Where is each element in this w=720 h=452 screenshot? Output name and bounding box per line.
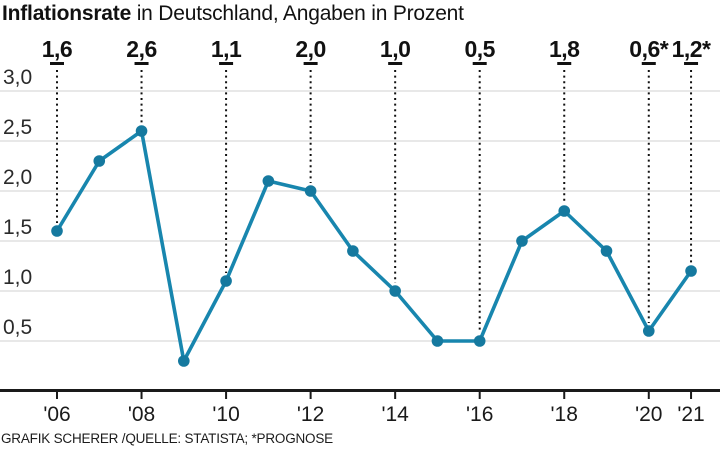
x-axis-tick bbox=[690, 392, 693, 399]
annotation-value-label: 2,6 bbox=[126, 36, 156, 62]
annotation-value-label: 0,5 bbox=[464, 36, 495, 62]
data-point-marker bbox=[304, 185, 317, 197]
y-axis-label: 0,5 bbox=[3, 316, 32, 339]
chart-title-subtext: in Deutschland, Angaben in Prozent bbox=[131, 2, 464, 25]
x-axis-tick bbox=[394, 392, 397, 399]
annotation-dash bbox=[684, 62, 699, 65]
data-point-marker bbox=[431, 335, 444, 347]
x-axis-label: '12 bbox=[297, 403, 324, 426]
y-axis-label: 1,5 bbox=[3, 216, 32, 239]
annotation-dash bbox=[641, 62, 656, 65]
y-axis-label: 2,5 bbox=[3, 116, 32, 139]
x-axis-label: '21 bbox=[677, 403, 704, 426]
annotation-value-label: 2,0 bbox=[295, 36, 325, 62]
data-point-marker bbox=[642, 325, 655, 337]
data-point-marker bbox=[178, 355, 190, 367]
data-point-marker bbox=[600, 245, 613, 257]
x-axis-tick bbox=[478, 392, 481, 399]
data-point-marker bbox=[558, 205, 571, 217]
annotation-dash bbox=[219, 62, 234, 65]
data-point-marker bbox=[93, 155, 106, 167]
annotation-dash bbox=[134, 62, 149, 65]
annotation-dash bbox=[50, 62, 64, 65]
x-axis-tick bbox=[225, 392, 228, 399]
x-axis-label: '08 bbox=[128, 403, 155, 426]
y-axis-label: 1,0 bbox=[3, 266, 32, 289]
x-axis-label: '20 bbox=[635, 403, 662, 426]
annotation-value-label: 1,8 bbox=[549, 36, 580, 62]
annotation-dash bbox=[472, 62, 487, 65]
data-point-marker bbox=[389, 285, 401, 297]
data-point-marker bbox=[135, 125, 148, 137]
source-credit: GRAFIK SCHERER /QUELLE: STATISTA; *PROGN… bbox=[1, 431, 333, 446]
data-point-marker bbox=[347, 245, 359, 257]
x-axis-tick bbox=[309, 392, 312, 399]
chart-title-emphasis: Inflationsrate bbox=[2, 2, 132, 25]
annotation-value-label: 1,1 bbox=[211, 36, 242, 62]
x-axis-label: '18 bbox=[551, 403, 578, 426]
data-point-marker bbox=[51, 225, 63, 237]
x-axis-label: '10 bbox=[212, 403, 239, 426]
data-point-marker bbox=[262, 175, 275, 187]
annotation-value-label: 1,6 bbox=[42, 36, 72, 62]
y-axis-label: 2,0 bbox=[3, 166, 32, 189]
x-axis-label: '14 bbox=[381, 403, 409, 426]
annotation-value-label: 1,2* bbox=[672, 36, 711, 62]
annotation-value-label: 1,0 bbox=[380, 36, 410, 62]
chart-title: Inflationsrate in Deutschland, Angaben i… bbox=[2, 2, 464, 26]
x-axis-label: '06 bbox=[43, 403, 70, 426]
annotation-dash bbox=[557, 62, 572, 65]
x-axis-tick bbox=[140, 392, 143, 399]
annotation-dash bbox=[303, 62, 318, 65]
data-point-marker bbox=[220, 275, 232, 287]
data-point-marker bbox=[473, 335, 486, 347]
x-axis-line bbox=[0, 389, 720, 392]
x-axis-label: '16 bbox=[466, 403, 493, 426]
x-axis-tick bbox=[563, 392, 566, 399]
x-axis-tick bbox=[56, 392, 58, 399]
data-line bbox=[55, 129, 693, 363]
x-axis-tick bbox=[647, 392, 650, 399]
y-axis-label: 3,0 bbox=[3, 66, 32, 89]
data-point-marker bbox=[516, 235, 528, 247]
data-point-marker bbox=[685, 265, 697, 277]
annotation-dash bbox=[388, 62, 403, 65]
annotation-value-label: 0,6* bbox=[629, 36, 668, 62]
